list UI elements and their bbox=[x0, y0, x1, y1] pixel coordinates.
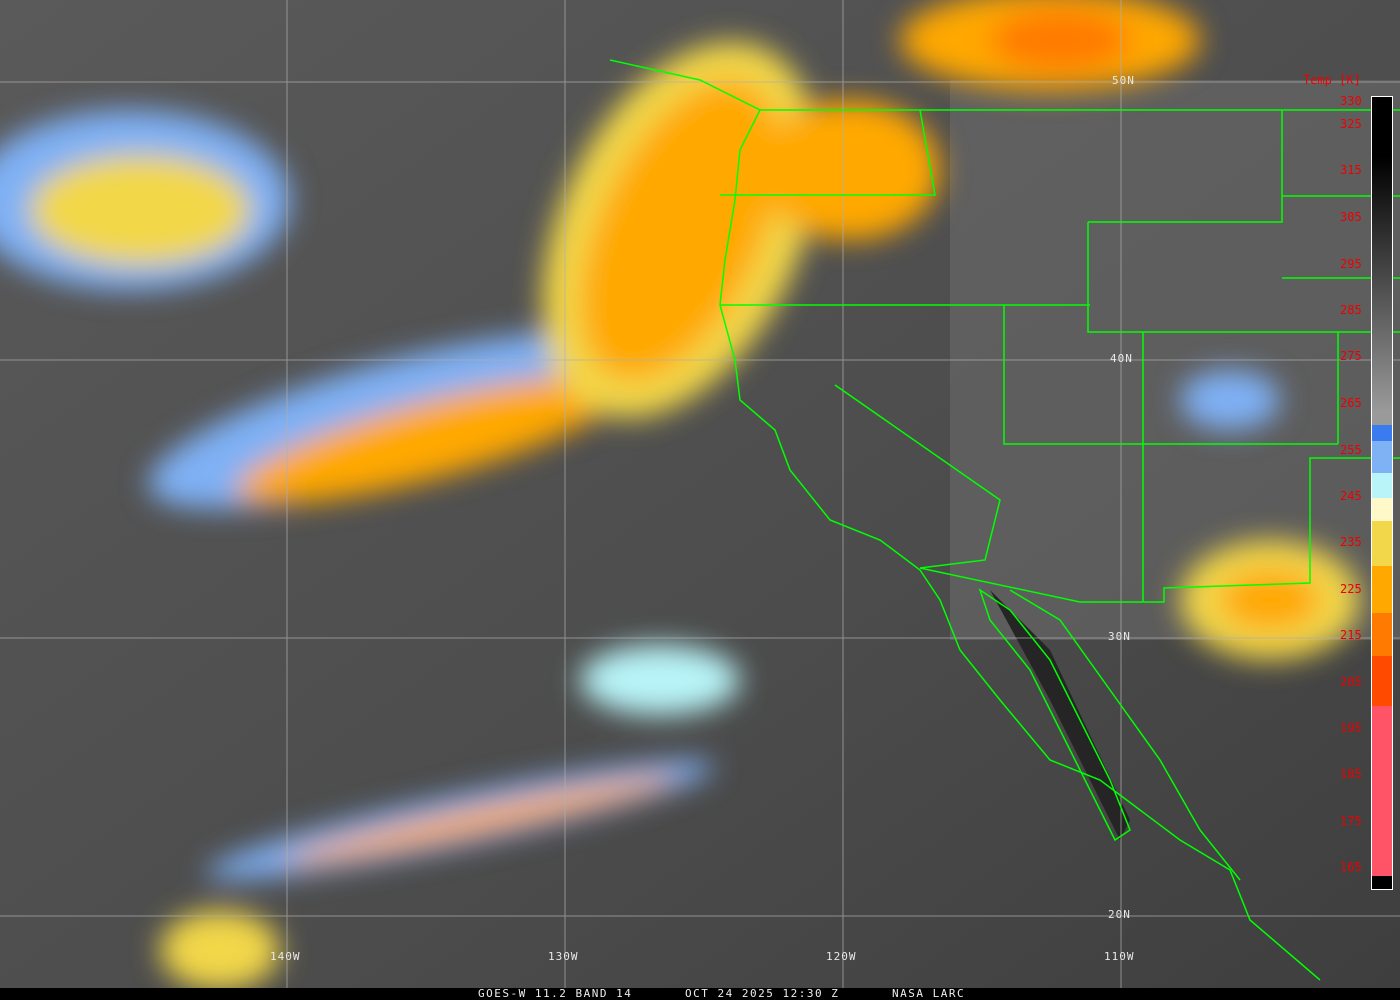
colorbar-title: Temp [K] bbox=[1303, 73, 1361, 87]
colorbar-tick-label: 325 bbox=[1340, 117, 1362, 131]
caption-bar: GOES-W 11.2 BAND 14 OCT 24 2025 12:30 Z … bbox=[0, 988, 1400, 1000]
colorbar-tick-label: 215 bbox=[1340, 628, 1362, 642]
latitude-label-30n: 30N bbox=[1108, 630, 1131, 643]
longitude-label-120w: 120W bbox=[826, 950, 857, 963]
latitude-label-20n: 20N bbox=[1108, 908, 1131, 921]
colorbar-tick-label: 315 bbox=[1340, 163, 1362, 177]
caption-satellite: GOES-W 11.2 BAND 14 bbox=[478, 987, 633, 1000]
colorbar-tick-label: 255 bbox=[1340, 443, 1362, 457]
latitude-label-50n: 50N bbox=[1112, 74, 1135, 87]
colorbar-tick-label: 235 bbox=[1340, 535, 1362, 549]
longitude-label-130w: 130W bbox=[548, 950, 579, 963]
colorbar-tick-label: 175 bbox=[1340, 814, 1362, 828]
colorbar-tick-label: 195 bbox=[1340, 721, 1362, 735]
caption-datetime: OCT 24 2025 12:30 Z bbox=[685, 987, 840, 1000]
coastlines-borders bbox=[609, 59, 1400, 981]
colorbar-tick-label: 165 bbox=[1340, 860, 1362, 874]
caption-source: NASA LARC bbox=[892, 987, 966, 1000]
colorbar-tick-label: 305 bbox=[1340, 210, 1362, 224]
temperature-colorbar bbox=[1371, 96, 1393, 890]
longitude-label-110w: 110W bbox=[1104, 950, 1135, 963]
colorbar-tick-label: 205 bbox=[1340, 675, 1362, 689]
colorbar-tick-label: 245 bbox=[1340, 489, 1362, 503]
colorbar-tick-label: 330 bbox=[1340, 94, 1362, 108]
colorbar-tick-label: 295 bbox=[1340, 257, 1362, 271]
longitude-label-140w: 140W bbox=[270, 950, 301, 963]
colorbar-tick-label: 185 bbox=[1340, 767, 1362, 781]
latitude-label-40n: 40N bbox=[1110, 352, 1133, 365]
colorbar-tick-label: 225 bbox=[1340, 582, 1362, 596]
colorbar-tick-label: 285 bbox=[1340, 303, 1362, 317]
colorbar-tick-label: 275 bbox=[1340, 349, 1362, 363]
colorbar-tick-label: 265 bbox=[1340, 396, 1362, 410]
